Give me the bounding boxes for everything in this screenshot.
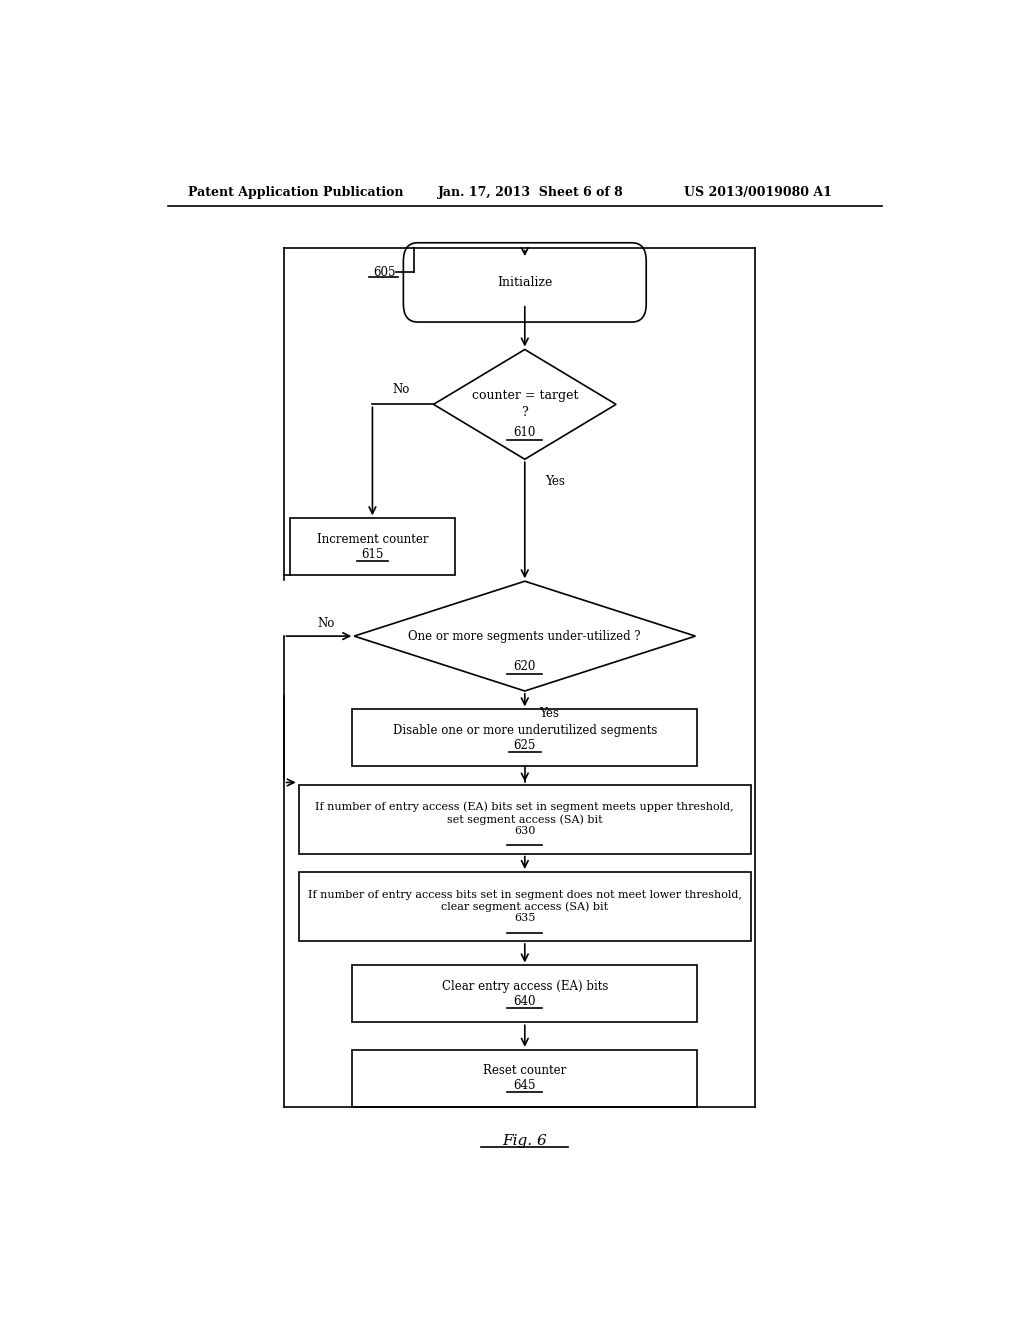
Text: Fig. 6: Fig. 6 [503, 1134, 547, 1148]
Bar [352, 709, 697, 766]
Text: No: No [317, 618, 334, 631]
Text: Jan. 17, 2013  Sheet 6 of 8: Jan. 17, 2013 Sheet 6 of 8 [437, 186, 624, 199]
Text: Patent Application Publication: Patent Application Publication [187, 186, 403, 199]
Bar [352, 1049, 697, 1106]
Text: Increment counter
615: Increment counter 615 [316, 533, 428, 561]
Text: If number of entry access (EA) bits set in segment meets upper threshold,
set se: If number of entry access (EA) bits set … [315, 801, 734, 837]
Text: Yes: Yes [539, 706, 559, 719]
Text: Yes: Yes [545, 475, 564, 488]
Text: Initialize: Initialize [497, 276, 553, 289]
Text: 605: 605 [374, 265, 396, 279]
Bar [290, 519, 455, 576]
Bar [299, 784, 751, 854]
Text: If number of entry access bits set in segment does not meet lower threshold,
cle: If number of entry access bits set in se… [308, 890, 741, 924]
Text: 620: 620 [514, 660, 536, 673]
Bar [299, 873, 751, 941]
Polygon shape [433, 350, 616, 459]
Text: Reset counter
645: Reset counter 645 [483, 1064, 566, 1092]
Text: One or more segments under-utilized ?: One or more segments under-utilized ? [409, 630, 641, 643]
Bar [352, 965, 697, 1022]
Text: 610: 610 [514, 426, 536, 440]
Text: US 2013/0019080 A1: US 2013/0019080 A1 [684, 186, 831, 199]
Polygon shape [354, 581, 695, 690]
Text: No: No [392, 383, 410, 396]
Text: Disable one or more underutilized segments
625: Disable one or more underutilized segmen… [392, 723, 657, 752]
FancyBboxPatch shape [403, 243, 646, 322]
Text: Clear entry access (EA) bits
640: Clear entry access (EA) bits 640 [441, 979, 608, 1008]
Text: counter = target
?: counter = target ? [471, 389, 579, 420]
